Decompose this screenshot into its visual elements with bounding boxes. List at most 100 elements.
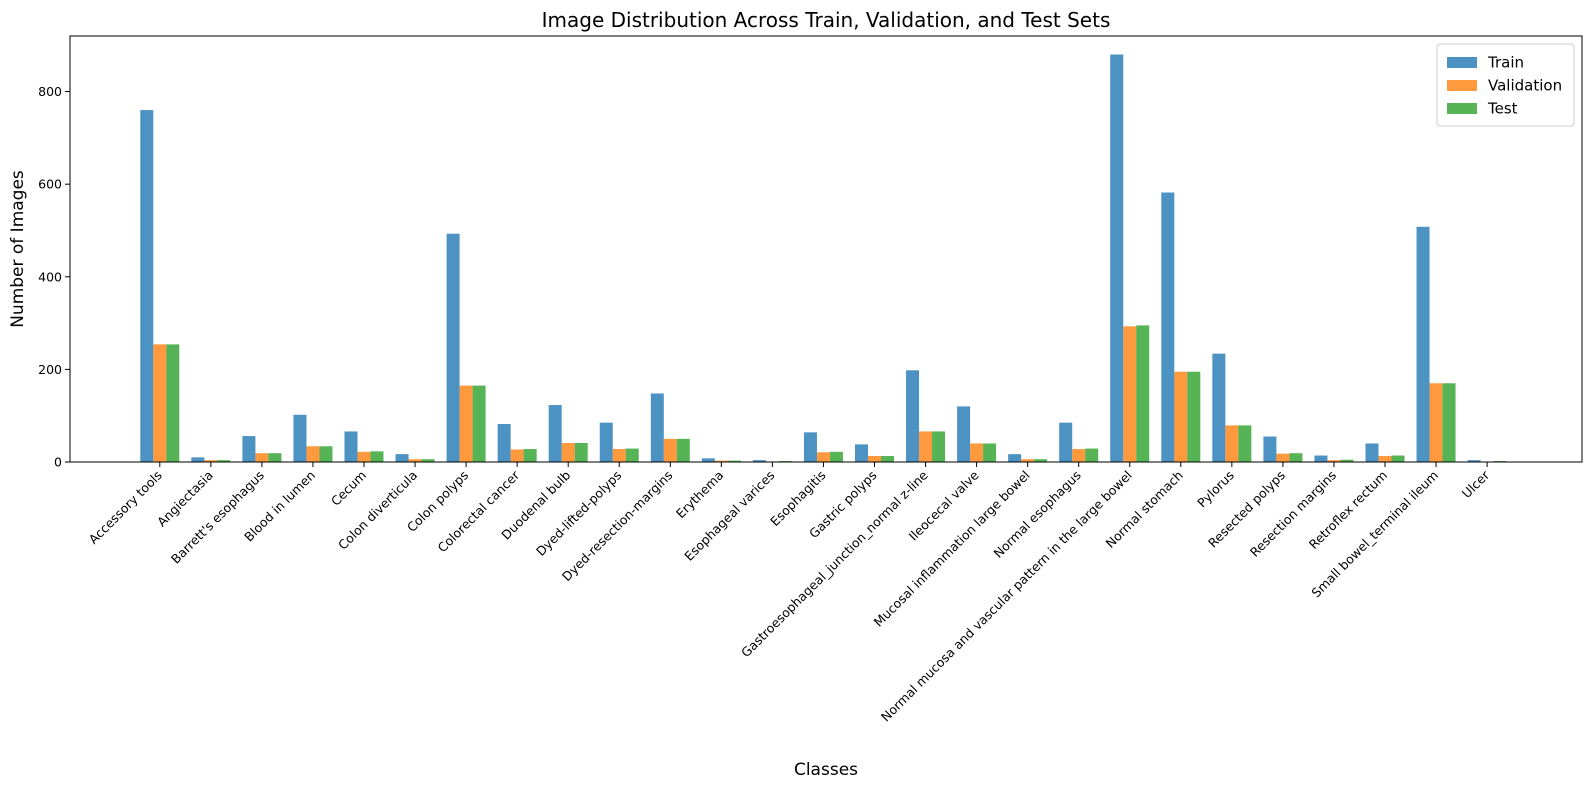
bar-validation-colorectal-cancer — [510, 449, 524, 462]
bar-validation-blood-in-lumen — [306, 446, 320, 462]
bar-train-barrett-s-esophagus — [242, 436, 256, 462]
chart-title: Image Distribution Across Train, Validat… — [542, 8, 1111, 32]
legend: Train Validation Test — [1436, 43, 1575, 127]
bar-train-resected-polyps — [1263, 436, 1277, 462]
bar-train-blood-in-lumen — [293, 414, 307, 462]
bar-test-ileocecal-valve — [983, 443, 997, 462]
bar-validation-ileocecal-valve — [970, 443, 984, 462]
x-tick-label: Accessory tools — [86, 468, 165, 547]
bar-validation-pylorus — [1225, 425, 1239, 462]
x-tick-label: Barrett's esophagus — [168, 468, 267, 567]
bar-test-colorectal-cancer — [523, 449, 537, 462]
x-tick-label: Normal esophagus — [991, 468, 1084, 561]
bar-validation-colon-polyps — [459, 385, 473, 462]
bar-test-resected-polyps — [1289, 453, 1303, 462]
bar-test-duodenal-bulb — [574, 443, 588, 462]
bar-train-duodenal-bulb — [548, 405, 562, 462]
bar-validation-duodenal-bulb — [561, 443, 575, 462]
bar-train-colorectal-cancer — [497, 424, 511, 462]
bar-train-retroflex-rectum — [1365, 443, 1379, 462]
x-tick-label: Normal mucosa and vascular pattern in th… — [878, 468, 1135, 725]
bar-test-cecum — [370, 451, 384, 462]
x-axis-label: Classes — [794, 760, 858, 780]
bar-train-small-bowel-terminal-ileum — [1416, 226, 1430, 462]
bar-test-dyed-resection-margins — [676, 438, 690, 462]
bar-test-accessory-tools — [166, 344, 180, 462]
bar-test-mucosal-inflammation-large-bowel — [1034, 459, 1048, 462]
bar-train-dyed-lifted-polyps — [599, 422, 613, 462]
bar-train-ileocecal-valve — [957, 406, 971, 462]
bar-train-dyed-resection-margins — [650, 393, 664, 462]
bar-test-barrett-s-esophagus — [268, 453, 282, 462]
bar-train-esophagitis — [803, 432, 817, 462]
bars-group — [140, 54, 1507, 463]
bar-validation-colon-diverticula — [408, 459, 422, 462]
bar-validation-small-bowel-terminal-ileum — [1429, 383, 1443, 462]
bar-train-colon-diverticula — [395, 454, 409, 462]
bar-validation-gastric-polyps — [868, 455, 881, 462]
x-tick-label: Gastroesophageal_junction_normal z-line — [738, 467, 931, 660]
legend-swatch-train — [1447, 57, 1477, 68]
bar-test-normal-esophagus — [1085, 448, 1099, 462]
legend-swatch-test — [1447, 103, 1477, 114]
plot-frame — [69, 35, 1583, 463]
x-tick-label: Erythema — [673, 468, 727, 522]
bar-train-normal-stomach — [1161, 192, 1175, 462]
y-axis-label: Number of Images — [8, 170, 28, 328]
bar-validation-normal-esophagus — [1072, 449, 1086, 462]
bar-validation-dyed-lifted-polyps — [612, 449, 626, 462]
bar-test-angiectasia — [217, 460, 231, 462]
bar-validation-accessory-tools — [153, 344, 167, 462]
bar-train-normal-mucosa-and-vascular-pattern-in-the-large-bowel — [1110, 54, 1124, 463]
legend-swatch-validation — [1447, 80, 1477, 91]
bar-validation-mucosal-inflammation-large-bowel — [1021, 459, 1035, 462]
bar-test-blood-in-lumen — [319, 446, 333, 462]
bar-test-normal-mucosa-and-vascular-pattern-in-the-large-bowel — [1136, 325, 1150, 462]
bar-validation-esophagitis — [816, 452, 830, 462]
bar-test-colon-diverticula — [421, 459, 435, 462]
x-tick-label: Dyed-lifted-polyps — [533, 468, 624, 559]
bar-train-erythema — [701, 458, 715, 462]
x-tick-label: Resection margins — [1247, 468, 1339, 560]
bar-train-resection-margins — [1314, 455, 1328, 462]
bar-test-pylorus — [1238, 425, 1252, 462]
y-tick-label: 400 — [38, 269, 62, 284]
bar-test-colon-polyps — [472, 385, 486, 462]
bar-train-esophageal-varices — [752, 460, 766, 462]
bar-train-ulcer — [1467, 460, 1481, 462]
bar-train-pylorus — [1212, 353, 1226, 462]
bar-validation-angiectasia — [204, 460, 218, 462]
bar-train-accessory-tools — [140, 110, 154, 462]
x-tick-label: Pylorus — [1194, 468, 1237, 511]
bar-train-colon-polyps — [446, 233, 460, 462]
y-axis: 0 200 400 600 800 — [38, 84, 70, 470]
bar-train-mucosal-inflammation-large-bowel — [1008, 454, 1022, 462]
bar-train-normal-esophagus — [1059, 422, 1073, 462]
bar-validation-resected-polyps — [1276, 453, 1290, 462]
bar-validation-cecum — [357, 451, 371, 462]
bar-test-gastroesophageal-junction-normal-z-line — [932, 431, 946, 462]
bar-test-gastric-polyps — [881, 455, 894, 462]
bar-validation-normal-mucosa-and-vascular-pattern-in-the-large-bowel — [1123, 326, 1137, 462]
bar-train-gastroesophageal-junction-normal-z-line — [906, 370, 920, 462]
legend-label-test: Test — [1487, 100, 1518, 118]
bar-validation-dyed-resection-margins — [663, 438, 677, 462]
bar-validation-normal-stomach — [1174, 371, 1188, 462]
bar-validation-resection-margins — [1327, 460, 1341, 462]
bar-validation-barrett-s-esophagus — [255, 453, 269, 462]
legend-label-train: Train — [1487, 54, 1524, 72]
bar-test-esophagitis — [829, 451, 843, 462]
bar-test-dyed-lifted-polyps — [625, 448, 639, 462]
x-tick-label: Ulcer — [1459, 467, 1493, 501]
y-tick-label: 800 — [38, 84, 62, 99]
bar-train-angiectasia — [191, 457, 205, 462]
bar-train-cecum — [344, 431, 358, 462]
bar-test-normal-stomach — [1187, 371, 1201, 462]
x-tick-label: Esophageal varices — [681, 468, 777, 564]
bar-validation-gastroesophageal-junction-normal-z-line — [919, 431, 933, 462]
bar-validation-erythema — [714, 460, 728, 462]
y-tick-label: 200 — [38, 362, 62, 377]
bar-train-gastric-polyps — [855, 444, 868, 462]
bar-test-small-bowel-terminal-ileum — [1442, 383, 1456, 462]
